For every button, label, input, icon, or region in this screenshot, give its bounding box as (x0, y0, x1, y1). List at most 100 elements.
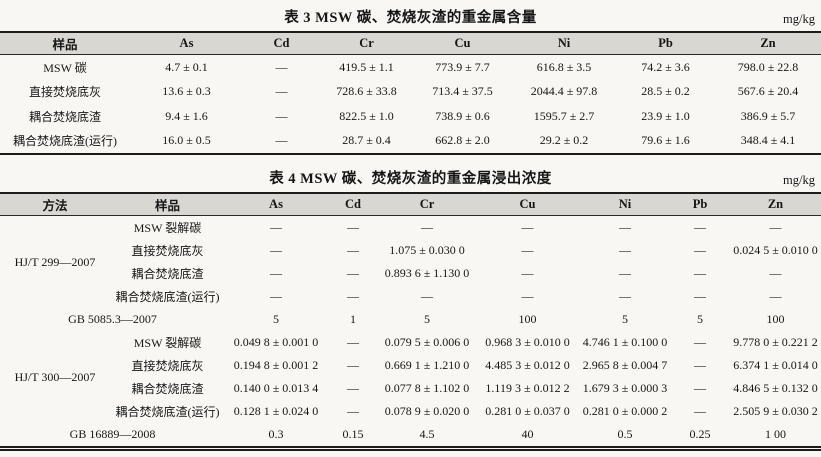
table4-col-ni: Ni (618, 197, 632, 211)
table4-title: 表 4 MSW 碳、焚烧灰渣的重金属浸出浓度 (269, 171, 552, 187)
table3-col-pb: Pb (658, 36, 673, 50)
cell-value: 0.5 (617, 427, 633, 441)
cell-method: HJ/T 299—2007 (14, 254, 96, 269)
cell-sample: 耦合焚烧底渣(运行) (115, 290, 220, 304)
cell-value: 0.281 0 ± 0.037 0 (485, 404, 570, 418)
cell-value: 2044.4 ± 97.8 (530, 84, 598, 99)
cell-value: 0.3 (268, 427, 284, 441)
cell-value: 9.4 ± 1.6 (165, 108, 208, 123)
cell-value: 419.5 ± 1.1 (339, 59, 394, 74)
cell-standard-label: GB 16889—2008 (69, 427, 156, 441)
table4-col-pb: Pb (692, 197, 708, 211)
cell-value: 9.778 0 ± 0.221 2 (733, 335, 818, 349)
cell-value: 1595.7 ± 2.7 (533, 108, 595, 123)
table3-col-cu: Cu (454, 36, 471, 50)
table-row: GB 5085.3—2007 5 1 5 100 5 5 100 (0, 308, 821, 331)
cell-value: 16.0 ± 0.5 (162, 133, 211, 148)
cell-value: 13.6 ± 0.3 (162, 84, 211, 99)
table-row: 耦合焚烧底渣 — — 0.893 6 ± 1.130 0 — — — — (0, 262, 821, 285)
cell-value: 100 (518, 312, 537, 326)
cell-value: — (270, 220, 282, 234)
cell-value: 2.505 9 ± 0.030 2 (733, 404, 818, 418)
table4-title-row: 表 4 MSW 碳、焚烧灰渣的重金属浸出浓度 mg/kg (0, 161, 821, 192)
table-row: HJ/T 299—2007 MSW 裂解碳 — — — — — — — (0, 216, 821, 269)
cell-value: — (769, 266, 782, 280)
cell-value: 1 (350, 312, 356, 326)
table3-title: 表 3 MSW 碳、焚烧灰渣的重金属含量 (284, 10, 537, 26)
table4-col-as: As (269, 197, 283, 211)
cell-sample: 耦合焚烧底渣 (131, 267, 204, 281)
cell-value: 1.075 ± 0.030 0 (389, 243, 465, 257)
cell-value: 0.194 8 ± 0.001 2 (233, 358, 319, 372)
cell-value: 662.8 ± 2.0 (435, 133, 490, 148)
cell-sample: 耦合焚烧底渣(运行) (13, 134, 117, 149)
cell-value: — (275, 108, 288, 123)
cell-value: — (521, 243, 534, 257)
cell-value: 728.6 ± 33.8 (336, 84, 397, 99)
cell-sample: MSW 裂解碳 (133, 221, 202, 235)
cell-value: 0.049 8 ± 0.001 0 (233, 335, 319, 349)
cell-value: — (694, 266, 706, 280)
table3-col-as: As (179, 36, 194, 50)
cell-value: — (421, 220, 433, 234)
table-row: 耦合焚烧底渣 0.140 0 ± 0.013 4 — 0.077 8 ± 1.1… (0, 377, 821, 400)
cell-value: 0.079 5 ± 0.006 0 (384, 335, 470, 349)
table-row: 耦合焚烧底渣(运行) 16.0 ± 0.5 — 28.7 ± 0.4 662.8… (0, 129, 821, 155)
cell-sample: 耦合焚烧底渣 (28, 109, 101, 124)
table3-col-sample: 样品 (52, 38, 78, 52)
table3-header-row: 样品 As Cd Cr Cu Ni Pb Zn (0, 32, 821, 55)
cell-method: HJ/T 300—2007 (14, 369, 96, 384)
table4-col-cr: Cr (419, 197, 435, 211)
cell-value: 0.140 0 ± 0.013 4 (233, 381, 319, 395)
cell-value: — (521, 266, 534, 280)
table-row: HJ/T 300—2007 MSW 裂解碳 0.049 8 ± 0.001 0 … (0, 331, 821, 384)
table4-header-row: 方法 样品 As Cd Cr Cu Ni Pb Zn (0, 193, 821, 216)
cell-value: — (694, 243, 706, 257)
cell-sample: 耦合焚烧底渣 (131, 382, 204, 396)
cell-value: — (347, 220, 359, 234)
cell-value: 79.6 ± 1.6 (641, 133, 690, 148)
cell-value: — (521, 289, 534, 303)
cell-value: 0.078 9 ± 0.020 0 (384, 404, 470, 418)
cell-value: 5 (622, 312, 628, 326)
cell-value: — (694, 358, 706, 372)
cell-value: 28.7 ± 0.4 (342, 133, 391, 148)
cell-value: — (694, 220, 706, 234)
cell-value: 4.746 1 ± 0.100 0 (582, 335, 668, 349)
cell-value: 386.9 ± 5.7 (740, 108, 796, 123)
cell-sample: 直接焚烧底灰 (28, 85, 101, 100)
cell-value: — (769, 220, 782, 234)
cell-standard-label: GB 5085.3—2007 (68, 312, 157, 326)
cell-value: 0.15 (342, 427, 364, 441)
cell-value: 348.4 ± 4.1 (740, 133, 796, 148)
cell-value: — (347, 358, 359, 372)
cell-sample: 直接焚烧底灰 (131, 244, 204, 258)
table-row: MSW 碳 4.7 ± 0.1 — 419.5 ± 1.1 773.9 ± 7.… (0, 55, 821, 80)
cell-value: 773.9 ± 7.7 (435, 59, 490, 74)
cell-value: 0.281 0 ± 0.000 2 (582, 404, 668, 418)
cell-value: — (275, 133, 288, 148)
cell-value: 23.9 ± 1.0 (641, 108, 690, 123)
cell-value: 0.25 (689, 427, 711, 441)
cell-value: 1.119 3 ± 0.012 2 (485, 381, 570, 395)
cell-value: 5 (273, 312, 279, 326)
cell-sample: MSW 裂解碳 (133, 336, 202, 350)
table4: 方法 样品 As Cd Cr Cu Ni Pb Zn HJ/T 299—2007… (0, 192, 821, 451)
table3: 样品 As Cd Cr Cu Ni Pb Zn MSW 碳 4.7 ± 0.1 … (0, 31, 821, 155)
cell-value: — (275, 84, 288, 99)
table3-col-zn: Zn (760, 36, 776, 50)
cell-value: 0.669 1 ± 1.210 0 (384, 358, 470, 372)
table-row: 直接焚烧底灰 0.194 8 ± 0.001 2 — 0.669 1 ± 1.2… (0, 354, 821, 377)
table4-col-method: 方法 (42, 199, 68, 213)
cell-value: 822.5 ± 1.0 (339, 108, 394, 123)
cell-value: 0.077 8 ± 1.102 0 (384, 381, 470, 395)
table4-col-zn: Zn (767, 197, 784, 211)
cell-value: — (270, 266, 282, 280)
table-row: 直接焚烧底灰 — — 1.075 ± 0.030 0 — — — 0.024 5… (0, 239, 821, 262)
cell-value: — (769, 289, 782, 303)
table4-col-sample: 样品 (154, 199, 180, 213)
cell-value: — (421, 289, 433, 303)
table-row: 耦合焚烧底渣(运行) 0.128 1 ± 0.024 0 — 0.078 9 ±… (0, 400, 821, 423)
cell-value: 1 00 (765, 427, 786, 441)
